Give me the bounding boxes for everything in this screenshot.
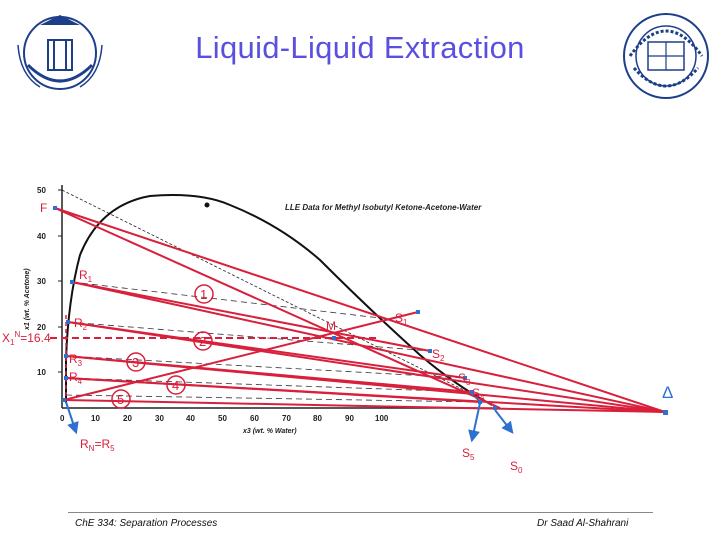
marker-S4 <box>470 390 474 394</box>
footer-divider <box>68 512 653 513</box>
marker-R2 <box>66 320 70 324</box>
svg-text:5: 5 <box>117 392 124 407</box>
x-tick-30: 30 <box>155 414 164 423</box>
line-RN-S1 <box>63 311 419 401</box>
marker-S5 <box>478 400 482 404</box>
svg-text:2: 2 <box>199 334 206 349</box>
label-S0: S0 <box>510 459 523 475</box>
line-RN-delta <box>63 399 666 413</box>
y-tick-50: 50 <box>37 186 46 195</box>
line-F-delta <box>54 207 666 413</box>
label-RN: RN=R5 <box>80 437 115 453</box>
x-tick-50: 50 <box>218 414 227 423</box>
stage-3: 3 <box>126 352 146 372</box>
svg-text:1: 1 <box>200 287 207 302</box>
line-R3-S4 <box>65 355 473 393</box>
stage-2: 2 <box>193 331 213 351</box>
line-F-S0 <box>54 207 501 409</box>
stage-5: 5 <box>111 389 131 409</box>
marker-R4 <box>64 376 68 380</box>
chart-title: LLE Data for Methyl Isobutyl Ketone-Acet… <box>285 203 482 212</box>
marker-S0 <box>493 406 497 410</box>
label-R1: R1 <box>79 268 93 284</box>
department-seal-logo <box>623 13 709 99</box>
x-tick-100: 100 <box>375 414 389 423</box>
stage-1: 1 <box>194 284 214 304</box>
marker-S1 <box>416 310 420 314</box>
s0-arrow <box>494 409 514 434</box>
label-delta: Δ <box>662 383 673 402</box>
x-tick-80: 80 <box>313 414 322 423</box>
marker-RN <box>62 398 66 402</box>
label-F: F <box>40 201 47 215</box>
line-R4-S5 <box>65 377 481 403</box>
y-tick-30: 30 <box>37 277 46 286</box>
label-S2: S2 <box>432 347 445 363</box>
markers <box>53 206 668 415</box>
label-R2: R2 <box>74 316 88 332</box>
binodal-curve <box>65 194 493 406</box>
label-R3: R3 <box>69 352 83 368</box>
marker-M <box>332 336 336 340</box>
plait-point <box>204 202 210 208</box>
x-tick-60: 60 <box>250 414 259 423</box>
y-tick-10: 10 <box>37 368 46 377</box>
marker-delta <box>663 410 668 415</box>
x-tick-40: 40 <box>186 414 195 423</box>
footer-author: Dr Saad Al-Shahrani <box>537 518 629 529</box>
label-S5: S5 <box>462 446 475 462</box>
marker-R3 <box>64 354 68 358</box>
line-R1-delta <box>71 281 666 413</box>
label-M: M <box>326 319 336 333</box>
marker-S3 <box>463 376 467 380</box>
stage-4: 4 <box>166 375 186 395</box>
x-ticks: 0 10 20 30 40 50 60 70 80 90 100 <box>60 414 389 423</box>
y-ticks: 50 40 30 20 10 <box>37 186 62 377</box>
x-tick-20: 20 <box>123 414 132 423</box>
footer-course: ChE 334: Separation Processes <box>75 518 218 529</box>
marker-R1 <box>70 280 74 284</box>
s5-arrow <box>468 402 481 443</box>
construction-lines <box>54 207 666 413</box>
line-R2-S3 <box>67 321 466 379</box>
y-tick-40: 40 <box>37 232 46 241</box>
label-S3: S3 <box>458 371 471 387</box>
stage-markers: 1 2 3 4 5 <box>111 284 214 409</box>
tie-lines <box>65 281 481 403</box>
y-tick-20: 20 <box>37 323 46 332</box>
label-S4: S4 <box>472 386 485 402</box>
x-axis-label: x3 (wt. % Water) <box>242 428 297 435</box>
x-tick-90: 90 <box>345 414 354 423</box>
marker-F <box>53 206 57 210</box>
x-tick-70: 70 <box>282 414 291 423</box>
slide-title: Liquid-Liquid Extraction <box>195 30 525 65</box>
line-R1-S2 <box>71 281 431 352</box>
x-tick-0: 0 <box>60 414 65 423</box>
label-R4: R4 <box>69 370 83 386</box>
y-axis-label: x1 (wt. % Acetone) <box>24 268 31 331</box>
marker-S2 <box>428 349 432 353</box>
label-xN: X1N=16.4 <box>2 330 51 347</box>
rn-arrow <box>65 401 79 435</box>
university-crest-logo <box>17 15 103 90</box>
svg-text:3: 3 <box>132 355 139 370</box>
x-tick-10: 10 <box>91 414 100 423</box>
svg-text:4: 4 <box>172 378 179 393</box>
label-S1: S1 <box>395 311 408 327</box>
